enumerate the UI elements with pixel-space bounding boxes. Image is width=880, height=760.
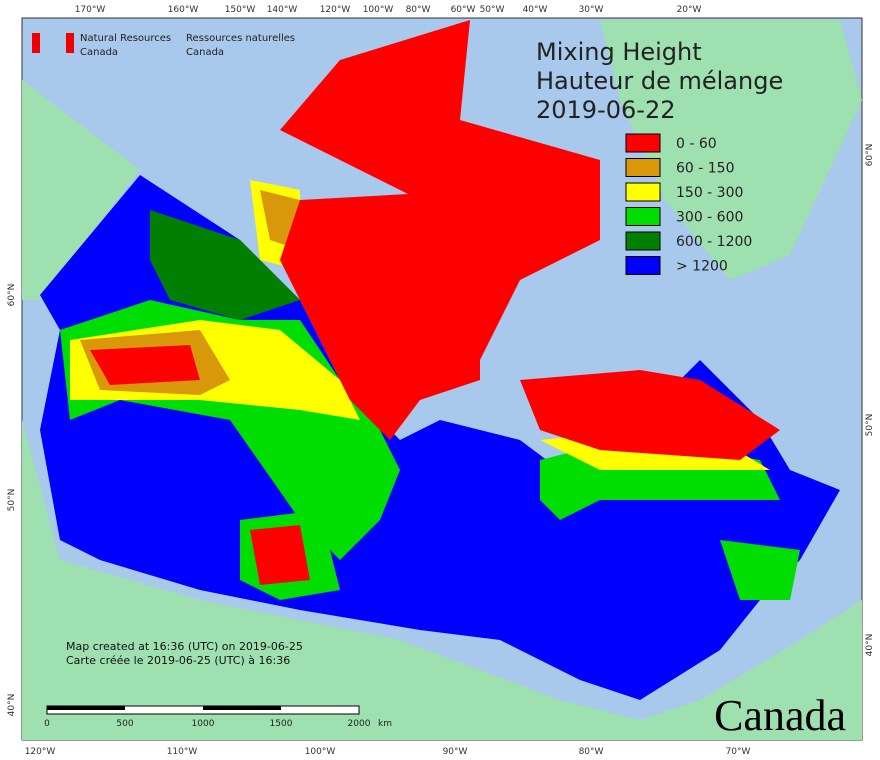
scale-label: 0 (44, 719, 50, 729)
legend-label: > 1200 (676, 259, 728, 275)
scale-unit: km (378, 719, 392, 729)
longitude-label: 20°W (677, 5, 702, 15)
latitude-label: 60°N (7, 284, 17, 307)
scale-label: 500 (116, 719, 133, 729)
scale-fill (203, 706, 281, 710)
land (22, 20, 862, 740)
longitude-label: 120°W (320, 5, 351, 15)
scale-label: 1000 (192, 719, 215, 729)
wordmark: Canada (714, 691, 846, 740)
scale-label: 1500 (270, 719, 293, 729)
legend-swatch (625, 256, 661, 275)
longitude-label: 170°W (75, 5, 106, 15)
latitude-label: 60°N (865, 144, 875, 167)
latitude-label: 40°N (865, 634, 875, 657)
map-title: 2019-06-22 (536, 96, 675, 124)
legend-swatch (625, 158, 661, 177)
legend-label: 150 - 300 (676, 185, 743, 201)
longitude-label: 100°W (305, 747, 336, 757)
map-title: Mixing Height (536, 38, 702, 66)
country-fr: Canada (186, 47, 224, 58)
scale-bar: 0 500 1000 1500 2000 km (44, 705, 392, 729)
longitude-label: 30°W (579, 5, 604, 15)
legend-swatch (625, 231, 661, 251)
longitude-label: 120°W (25, 747, 56, 757)
longitude-label: 90°W (443, 747, 468, 757)
legend-label: 60 - 150 (676, 161, 735, 177)
longitude-label: 50°W (480, 5, 505, 15)
legend-label: 300 - 600 (676, 210, 743, 226)
footer-fr: Carte créée le 2019-06-25 (UTC) à 16:36 (66, 654, 290, 667)
legend-label: 0 - 60 (676, 136, 717, 152)
agency-fr: Ressources naturelles (186, 33, 295, 44)
longitude-label: 40°W (523, 5, 548, 15)
country-en: Canada (80, 47, 118, 58)
legend-label: 600 - 1200 (676, 234, 752, 250)
longitude-label: 150°W (225, 5, 256, 15)
longitude-label: 80°W (406, 5, 431, 15)
scale-label: 2000 (348, 719, 371, 729)
legend-swatch (625, 182, 661, 202)
legend-swatch (625, 207, 661, 226)
footer-en: Map created at 16:36 (UTC) on 2019-06-25 (66, 640, 303, 653)
longitude-label: 100°W (363, 5, 394, 15)
longitude-label: 80°W (579, 747, 604, 757)
legend-swatch (625, 133, 661, 153)
flag-bar (32, 33, 40, 53)
agency-en: Natural Resources (80, 33, 171, 44)
longitude-label: 110°W (167, 747, 198, 757)
longitude-label: 60°W (451, 5, 476, 15)
latitude-label: 50°N (7, 489, 17, 512)
longitude-label: 140°W (267, 5, 298, 15)
longitude-label: 70°W (726, 747, 751, 757)
longitude-label: 160°W (168, 5, 199, 15)
scale-fill (47, 706, 125, 710)
map-title: Hauteur de mélange (536, 67, 783, 95)
flag-bar (66, 33, 74, 53)
header: Natural Resources Canada Ressources natu… (32, 33, 295, 58)
latitude-label: 40°N (7, 694, 17, 717)
latitude-label: 50°N (865, 414, 875, 437)
